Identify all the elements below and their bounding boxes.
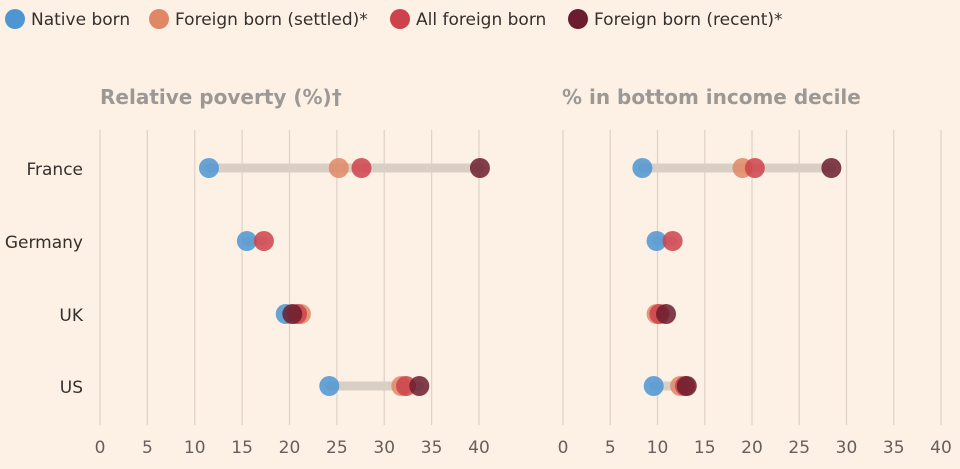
x-tick-label: 40 <box>930 438 952 458</box>
x-tick-label: 35 <box>883 438 905 458</box>
x-tick-label: 40 <box>468 438 490 458</box>
x-tick-label: 20 <box>279 438 301 458</box>
legend-swatch-native <box>5 9 25 29</box>
legend-label-recent: Foreign born (recent)* <box>594 10 783 30</box>
country-label-uk: UK <box>59 306 83 326</box>
dot-all <box>351 158 372 178</box>
x-tick-label: 5 <box>142 438 153 458</box>
x-tick-label: 15 <box>694 438 716 458</box>
dot-native <box>198 158 219 178</box>
dot-native <box>319 376 340 396</box>
x-tick-label: 25 <box>788 438 810 458</box>
panel-title-bottom-decile: % in bottom income decile <box>562 85 861 109</box>
dot-native <box>646 231 667 251</box>
dot-native <box>643 376 664 396</box>
legend-label-native: Native born <box>31 10 130 30</box>
dot-recent <box>656 304 677 324</box>
dot-all <box>253 231 274 251</box>
country-label-us: US <box>60 378 83 398</box>
x-tick-label: 0 <box>95 438 106 458</box>
legend-label-all: All foreign born <box>416 10 546 30</box>
legend: Native born Foreign born (settled)* All … <box>5 9 783 30</box>
x-tick-label: 25 <box>326 438 348 458</box>
country-label-germany: Germany <box>5 233 83 253</box>
legend-item-native: Native born <box>5 9 130 30</box>
dot-settled <box>328 158 349 178</box>
legend-item-settled: Foreign born (settled)* <box>149 9 368 30</box>
panel-relative-poverty: 0 5 10 15 20 25 30 35 40 <box>95 130 490 458</box>
panel-bottom-decile: 0 5 10 15 20 25 30 35 40 <box>558 130 952 458</box>
dot-recent <box>676 376 697 396</box>
dot-recent <box>821 158 842 178</box>
country-label-france: France <box>26 160 83 180</box>
panel-title-relative-poverty: Relative poverty (%)† <box>100 85 342 109</box>
x-tick-label: 5 <box>605 438 616 458</box>
dot-all <box>744 158 765 178</box>
x-tick-label: 30 <box>373 438 395 458</box>
x-tick-label: 15 <box>231 438 253 458</box>
x-tick-label: 0 <box>558 438 569 458</box>
dot-recent <box>409 376 430 396</box>
legend-swatch-settled <box>149 9 169 29</box>
dot-recent <box>282 304 303 324</box>
x-tick-label: 35 <box>421 438 443 458</box>
legend-item-recent: Foreign born (recent)* <box>568 9 783 30</box>
x-tick-label: 20 <box>741 438 763 458</box>
legend-swatch-recent <box>568 9 588 29</box>
x-tick-label: 10 <box>184 438 206 458</box>
dot-recent <box>469 158 490 178</box>
dot-all <box>662 231 683 251</box>
legend-label-settled: Foreign born (settled)* <box>175 10 368 30</box>
x-tick-label: 10 <box>647 438 669 458</box>
dot-native <box>632 158 653 178</box>
legend-item-all: All foreign born <box>390 9 546 30</box>
country-labels: France Germany UK US <box>5 160 84 398</box>
x-tick-label: 30 <box>836 438 858 458</box>
dot-native <box>236 231 257 251</box>
legend-swatch-all <box>390 9 410 29</box>
